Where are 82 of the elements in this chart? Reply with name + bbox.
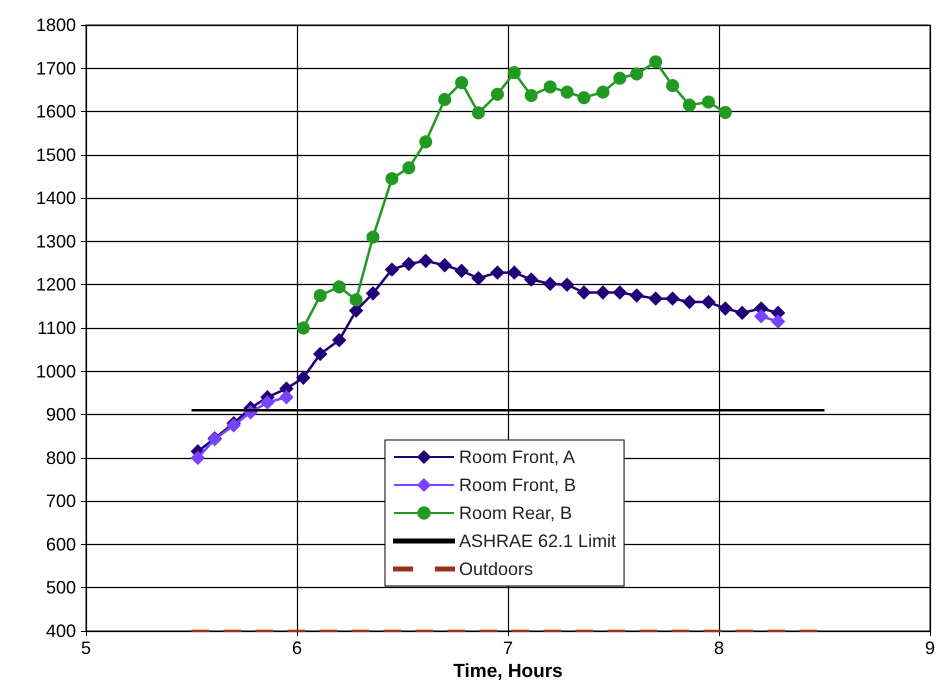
point — [682, 295, 696, 310]
y-tick-label: 1600 — [36, 102, 76, 122]
point — [490, 266, 504, 280]
y-tick-label: 1400 — [36, 188, 76, 208]
legend-label: Outdoors — [459, 559, 534, 579]
point — [332, 333, 346, 348]
legend-label: Room Rear, B — [459, 503, 572, 523]
point — [596, 86, 610, 99]
y-tick-label: 1100 — [37, 318, 76, 338]
point — [455, 76, 468, 90]
point — [402, 256, 416, 271]
y-tick-label: 500 — [46, 578, 76, 598]
point — [682, 98, 696, 112]
legend-label: ASHRAE 62.1 Limit — [459, 531, 616, 551]
point — [402, 161, 416, 174]
legend-label: Room Front, A — [459, 447, 576, 467]
point — [507, 266, 522, 280]
point — [524, 89, 538, 102]
y-tick-label: 1200 — [36, 274, 76, 295]
point — [612, 286, 627, 300]
point — [560, 278, 574, 292]
point — [279, 390, 294, 404]
x-tick-label: 8 — [714, 638, 724, 658]
point — [648, 292, 663, 306]
point — [471, 271, 486, 286]
point — [190, 450, 205, 465]
point — [260, 395, 274, 410]
point — [666, 79, 680, 92]
y-tick-label: 1800 — [36, 15, 76, 35]
x-tick-label: 5 — [80, 638, 92, 658]
point — [454, 264, 469, 278]
point — [560, 86, 574, 99]
point — [718, 302, 732, 316]
point — [418, 254, 433, 268]
y-tick-label: 400 — [46, 621, 76, 641]
point — [296, 370, 310, 385]
point — [666, 292, 680, 306]
point — [718, 106, 732, 119]
x-axis-title: Time, Hours — [453, 660, 563, 682]
point — [313, 346, 328, 361]
point — [490, 88, 504, 101]
point — [366, 230, 380, 244]
point — [419, 135, 432, 148]
point — [438, 92, 452, 106]
point — [613, 72, 626, 85]
y-tick-label: 1700 — [36, 58, 76, 78]
point — [332, 280, 346, 294]
point — [630, 67, 644, 80]
point — [384, 262, 399, 277]
point — [472, 106, 485, 120]
point — [350, 293, 363, 306]
y-tick-label: 1500 — [36, 144, 76, 165]
y-tick-label: 600 — [46, 534, 76, 554]
point — [544, 80, 557, 94]
point — [735, 306, 750, 320]
point — [349, 304, 364, 318]
x-tick-label: 9 — [924, 638, 935, 658]
y-tick-label: 800 — [46, 448, 76, 468]
legend-label: Room Front, B — [459, 475, 576, 495]
point — [524, 272, 538, 287]
x-tick-label: 6 — [292, 638, 302, 658]
point — [771, 314, 786, 329]
point — [366, 286, 380, 300]
y-tick-label: 900 — [46, 404, 76, 425]
x-tick-label: 7 — [502, 638, 514, 658]
y-tick-label: 1300 — [36, 231, 76, 252]
point — [701, 295, 716, 310]
point — [543, 276, 558, 291]
point — [508, 66, 521, 80]
point — [702, 96, 715, 109]
point — [754, 309, 768, 324]
point — [596, 286, 610, 300]
point — [438, 258, 452, 272]
point — [296, 322, 310, 334]
y-tick-label: 700 — [46, 491, 76, 512]
point — [630, 288, 644, 303]
point — [576, 286, 591, 300]
y-tick-label: 1000 — [36, 361, 76, 382]
point — [385, 172, 398, 186]
point — [314, 289, 327, 302]
point — [577, 91, 590, 104]
point — [649, 55, 662, 68]
